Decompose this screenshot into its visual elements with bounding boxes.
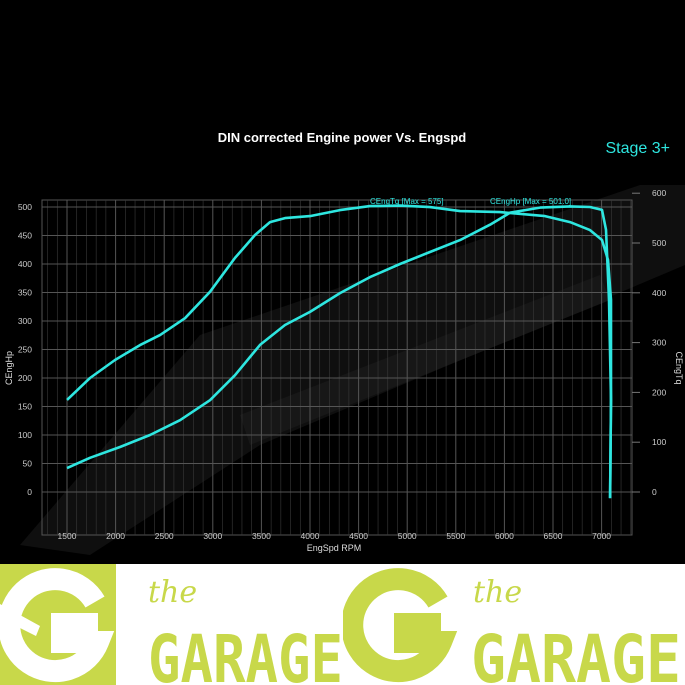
x-tick-label: 7000 (592, 531, 611, 541)
the-garage-logo: the GARAGE (343, 568, 681, 685)
y-left-tick-label: 400 (18, 259, 32, 269)
y-left-tick-label: 250 (18, 345, 32, 355)
x-tick-label: 6500 (544, 531, 563, 541)
series-line-cengtq (66, 204, 613, 499)
watermark-logo (20, 185, 685, 555)
y-right-tick-label: 600 (652, 188, 666, 198)
svg-text:the: the (473, 575, 522, 610)
y-left-tick-label: 100 (18, 430, 32, 440)
chart-title: DIN corrected Engine power Vs. Engspd (218, 130, 467, 145)
x-tick-label: 6000 (495, 531, 514, 541)
x-tick-label: 2500 (155, 531, 174, 541)
x-tick-label: 2000 (106, 531, 125, 541)
x-tick-label: 4000 (301, 531, 320, 541)
y-right-tick-label: 200 (652, 387, 666, 397)
y-left-tick-label: 50 (23, 459, 33, 469)
svg-text:the: the (148, 575, 197, 610)
x-tick-label: 3500 (252, 531, 271, 541)
y-left-tick-label: 350 (18, 288, 32, 298)
x-tick-label: 5000 (398, 531, 417, 541)
x-tick-label: 1500 (58, 531, 77, 541)
y-right-tick-label: 0 (652, 487, 657, 497)
y-right-tick-label: 500 (652, 238, 666, 248)
y-left-tick-label: 150 (18, 402, 32, 412)
x-tick-label: 3000 (203, 531, 222, 541)
dyno-chart: 1500 2000 2500 3000 3500 4000 4500 5000 5500 6000… (0, 125, 685, 563)
plot-area (41, 199, 633, 536)
x-tick-label: 4500 (349, 531, 368, 541)
y-axis-left-label: CEngHp (4, 351, 14, 385)
the-garage-logo: the GARAGE (0, 564, 343, 685)
x-axis-label: EngSpd RPM (307, 543, 362, 553)
y-right-tick-label: 300 (652, 338, 666, 348)
y-left-tick-label: 0 (27, 487, 32, 497)
y-right-tick-label: 100 (652, 437, 666, 447)
y-left-tick-label: 500 (18, 202, 32, 212)
y-left-tick-label: 200 (18, 373, 32, 383)
torque-series-label: CEngTq [Max = 575] (370, 197, 444, 206)
stage-badge: Stage 3+ (606, 140, 671, 157)
y-left-tick-label: 300 (18, 316, 32, 326)
power-series-label: CEngHp [Max = 501.0] (490, 197, 571, 206)
y-axis-right-label: CEngTq (674, 351, 684, 384)
sponsor-banner: the GARAGE the GARAGE (0, 564, 685, 685)
y-right-tick-label: 400 (652, 288, 666, 298)
svg-text:GARAGE: GARAGE (148, 621, 343, 685)
svg-text:GARAGE: GARAGE (471, 621, 681, 685)
x-tick-label: 5500 (446, 531, 465, 541)
y-left-tick-label: 450 (18, 231, 32, 241)
grid (42, 200, 632, 535)
